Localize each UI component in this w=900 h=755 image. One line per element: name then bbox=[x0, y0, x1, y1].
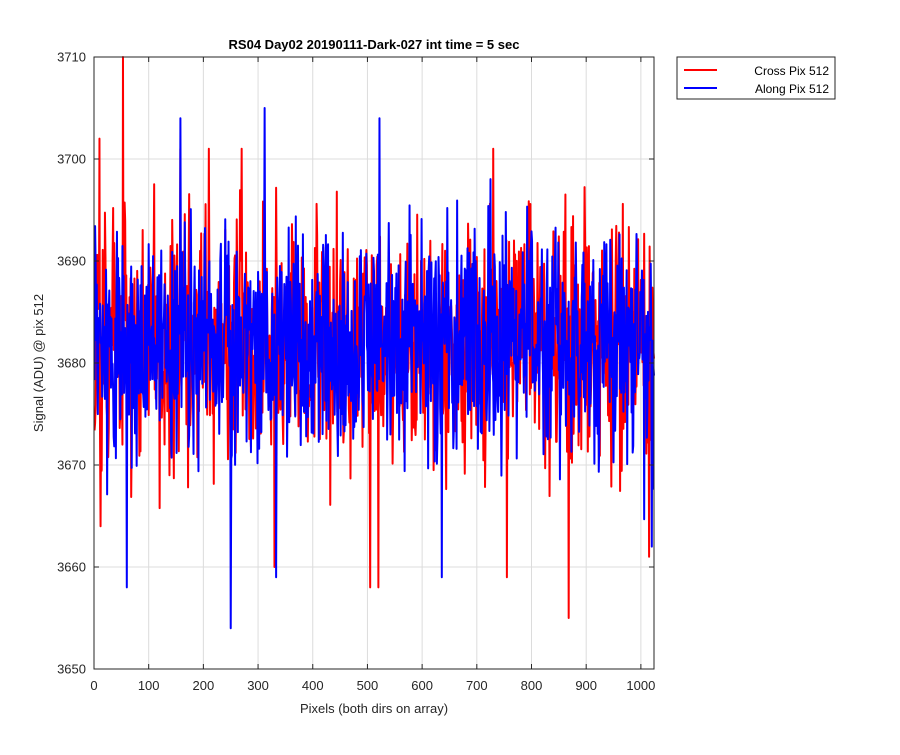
y-tick-label: 3670 bbox=[57, 458, 86, 473]
x-tick-label: 400 bbox=[302, 678, 324, 693]
x-tick-label: 600 bbox=[411, 678, 433, 693]
axis-ticks: 0 100 200 300 400 500 600 700 800 900 1000 3650 3660… bbox=[57, 50, 655, 694]
y-tick-label: 3650 bbox=[57, 662, 86, 677]
y-tick-label: 3680 bbox=[57, 356, 86, 371]
y-tick-label: 3690 bbox=[57, 254, 86, 269]
x-tick-label: 200 bbox=[193, 678, 215, 693]
x-tick-label: 700 bbox=[466, 678, 488, 693]
legend-label-cross: Cross Pix 512 bbox=[754, 64, 829, 78]
legend[interactable]: Cross Pix 512 Along Pix 512 bbox=[676, 56, 836, 100]
legend-box bbox=[676, 56, 836, 100]
y-tick-label: 3710 bbox=[57, 50, 86, 65]
x-tick-label: 800 bbox=[521, 678, 543, 693]
x-tick-label: 900 bbox=[575, 678, 597, 693]
y-tick-label: 3700 bbox=[57, 152, 86, 167]
y-axis-label: Signal (ADU) @ pix 512 bbox=[31, 294, 46, 432]
x-tick-label: 0 bbox=[90, 678, 97, 693]
series-lines bbox=[93, 56, 655, 630]
series-line-along-pix bbox=[93, 107, 655, 630]
x-tick-label: 100 bbox=[138, 678, 160, 693]
x-tick-label: 500 bbox=[357, 678, 379, 693]
chart-title: RS04 Day02 20190111-Dark-027 int time = … bbox=[229, 37, 520, 52]
y-tick-label: 3660 bbox=[57, 560, 86, 575]
x-tick-label: 300 bbox=[247, 678, 269, 693]
x-tick-label: 1000 bbox=[626, 678, 655, 693]
x-axis-label: Pixels (both dirs on array) bbox=[300, 701, 448, 716]
legend-label-along: Along Pix 512 bbox=[755, 82, 829, 96]
